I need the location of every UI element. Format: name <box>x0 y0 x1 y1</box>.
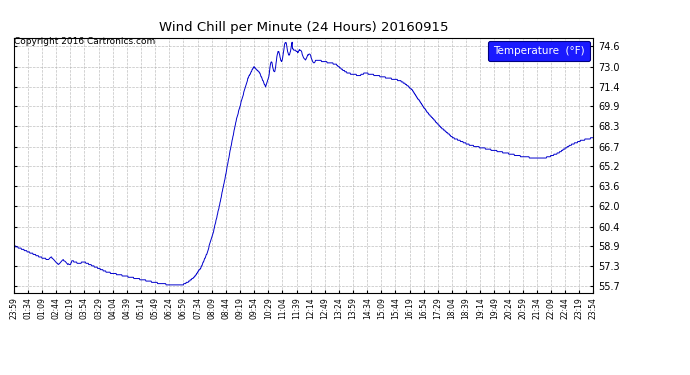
Title: Wind Chill per Minute (24 Hours) 20160915: Wind Chill per Minute (24 Hours) 2016091… <box>159 21 448 33</box>
Legend: Temperature  (°F): Temperature (°F) <box>489 40 590 61</box>
Text: Copyright 2016 Cartronics.com: Copyright 2016 Cartronics.com <box>14 38 155 46</box>
